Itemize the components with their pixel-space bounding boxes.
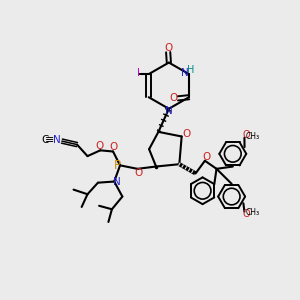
Text: O: O bbox=[96, 141, 104, 151]
Text: O: O bbox=[242, 130, 250, 140]
Text: N: N bbox=[181, 68, 189, 78]
Text: O: O bbox=[202, 152, 210, 162]
Text: ≡: ≡ bbox=[45, 135, 55, 145]
Text: O: O bbox=[169, 93, 178, 103]
Text: O: O bbox=[164, 43, 172, 53]
Text: I: I bbox=[137, 68, 140, 78]
Text: O: O bbox=[183, 129, 191, 139]
Text: O: O bbox=[242, 209, 250, 219]
Text: N: N bbox=[165, 106, 173, 116]
Text: O: O bbox=[110, 142, 118, 152]
Text: CH₃: CH₃ bbox=[245, 208, 260, 217]
Text: O: O bbox=[134, 168, 143, 178]
Text: H: H bbox=[187, 65, 194, 75]
Text: C: C bbox=[41, 135, 49, 145]
Text: CH₃: CH₃ bbox=[245, 132, 260, 141]
Text: N: N bbox=[53, 135, 61, 145]
Text: P: P bbox=[114, 159, 121, 172]
Text: N: N bbox=[113, 176, 121, 187]
